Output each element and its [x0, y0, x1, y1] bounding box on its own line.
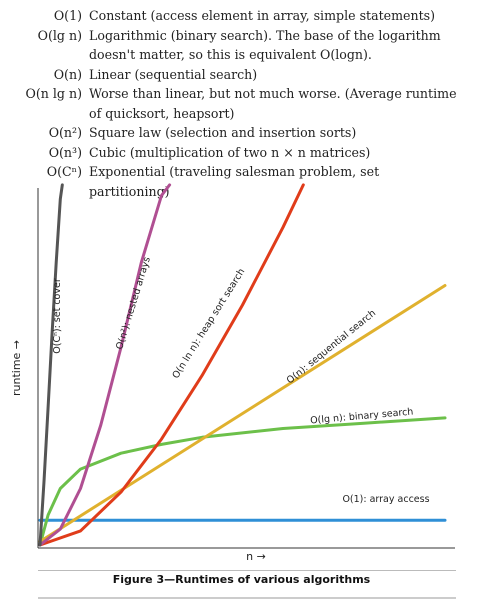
complexity-row: O(n) Linear (sequential search)	[0, 65, 483, 85]
series-line	[38, 183, 64, 547]
complexity-description: Logarithmic (binary search). The base of…	[89, 27, 441, 63]
series-label: O(n): sequential search	[285, 308, 378, 387]
chart-axes: n → runtime →	[10, 188, 455, 563]
series-line	[38, 183, 305, 547]
complexity-description: Square law (selection and insertion sort…	[89, 125, 357, 140]
complexity-row: O(lg n) Logarithmic (binary search). The…	[0, 26, 483, 65]
series-line	[38, 284, 447, 543]
complexity-notation: O(n lg n)	[25, 86, 82, 101]
complexity-row: O(n lg n) Worse than linear, but not muc…	[0, 84, 483, 123]
complexity-notation: O(n)	[53, 66, 82, 82]
caption-rule-bottom	[38, 597, 456, 599]
caption-rule-top	[38, 570, 456, 571]
complexity-description: Exponential (traveling salesman problem,…	[89, 164, 380, 199]
x-axis-label: n →	[246, 550, 266, 563]
complexity-row: O(1) Constant (access element in array, …	[0, 6, 483, 26]
complexity-row: O(Cⁿ) Exponential (traveling salesman pr…	[0, 162, 483, 201]
complexity-notation: O(n²)	[48, 125, 82, 140]
figure-caption: Figure 3—Runtimes of various algorithms	[112, 573, 371, 586]
series-layer	[38, 183, 447, 547]
series-line	[38, 183, 172, 547]
complexity-table: O(1) Constant (access element in array, …	[0, 6, 483, 201]
complexity-description: Cubic (multiplication of two n × n matri…	[89, 144, 371, 160]
complexity-notation: O(1)	[53, 8, 82, 23]
complexity-notation: O(Cⁿ)	[46, 164, 82, 179]
series-label: O(1): array access	[342, 494, 429, 505]
series-line	[38, 416, 447, 547]
complexity-notation: O(lg n)	[37, 27, 82, 43]
complexity-row: O(n³) Cubic (multiplication of two n × n…	[0, 143, 483, 163]
complexity-description: Worse than linear, but not much worse. (…	[89, 86, 457, 121]
labels-layer: O(1): array access O(lg n): binary searc…	[52, 256, 430, 505]
complexity-description: Linear (sequential search)	[89, 66, 258, 82]
series-label: O(Cⁿ): set cover	[52, 278, 63, 354]
y-axis-label: runtime →	[10, 340, 23, 396]
complexity-notation: O(n³)	[48, 144, 82, 160]
complexity-row: O(n²) Square law (selection and insertio…	[0, 123, 483, 143]
series-label: O(n²): nested arrays	[114, 256, 153, 351]
complexity-description: Constant (access element in array, simpl…	[89, 8, 436, 23]
